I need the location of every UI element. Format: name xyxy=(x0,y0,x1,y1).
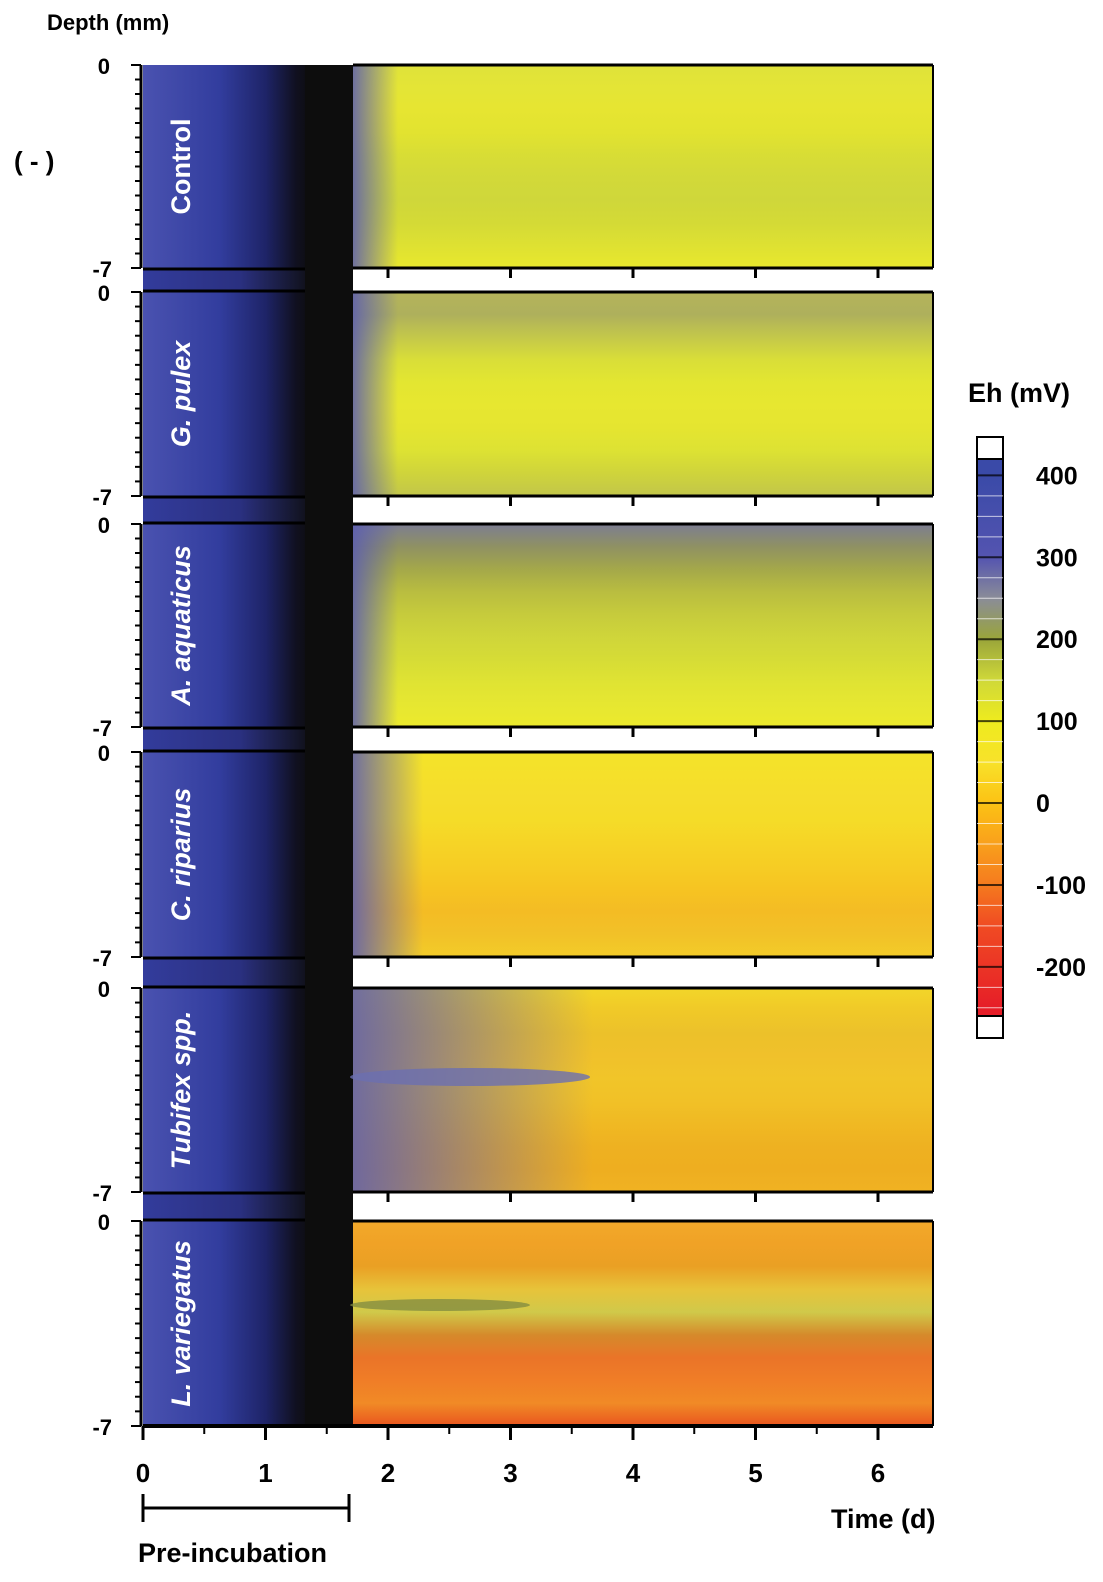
x-tick-label: 0 xyxy=(136,1458,150,1488)
separator-strip xyxy=(143,496,305,524)
early-fringe xyxy=(353,988,593,1192)
panel-label: L. variegatus xyxy=(166,1240,196,1407)
panel-6: 0 -7 L. variegatus xyxy=(92,1210,934,1440)
depth-label-top: 0 xyxy=(98,741,110,766)
control-symbol: ( - ) xyxy=(14,146,54,176)
depth-label-bottom: -7 xyxy=(92,485,112,510)
x-tick-label: 5 xyxy=(748,1458,762,1488)
colorbar-over xyxy=(976,436,1004,460)
colorbar-title: Eh (mV) xyxy=(968,378,1070,408)
panel-3: 0 -7 A. aquaticus xyxy=(92,513,934,753)
panel-label: G. pulex xyxy=(166,340,196,448)
preincubation-black-band xyxy=(305,65,353,1425)
panel-label: C. riparius xyxy=(166,788,196,922)
colorbar-tick-label: 300 xyxy=(1036,544,1078,572)
x-tick-label: 3 xyxy=(503,1458,517,1488)
panel-5: 0 -7 Tubifex spp. xyxy=(92,977,934,1222)
early-fringe xyxy=(353,752,423,957)
early-fringe xyxy=(353,1221,398,1426)
depth-label-bottom: -7 xyxy=(92,716,112,741)
depth-label-top: 0 xyxy=(98,281,110,306)
x-axis: 0 1 2 3 4 5 6 xyxy=(136,1424,933,1488)
colorbar-tick-label: -100 xyxy=(1036,872,1086,900)
depth-label-top: 0 xyxy=(98,513,110,538)
depth-label-bottom: -7 xyxy=(92,1181,112,1206)
early-fringe xyxy=(353,65,398,268)
depth-label-bottom: -7 xyxy=(92,257,112,282)
panel-label: Control xyxy=(166,119,196,215)
separator-strip xyxy=(143,1192,305,1221)
separator-blank xyxy=(353,270,933,290)
depth-label-bottom: -7 xyxy=(92,1415,112,1440)
separator-strip xyxy=(143,957,305,988)
separator-strip xyxy=(143,268,305,292)
separator-blank xyxy=(353,498,933,522)
colorbar-tick-label: 0 xyxy=(1036,790,1050,818)
colorbar-tick-label: 200 xyxy=(1036,626,1078,654)
separator-blank xyxy=(353,959,933,986)
preincubation-bracket xyxy=(141,1494,351,1522)
x-tick-label: 6 xyxy=(871,1458,885,1488)
colorbar-tick-label: 400 xyxy=(1036,462,1078,490)
heatmap-field xyxy=(353,292,933,496)
heatmap-field xyxy=(353,65,933,268)
heatmap-field xyxy=(353,752,933,957)
depth-label-bottom: -7 xyxy=(92,946,112,971)
preincubation-label: Pre-incubation xyxy=(138,1538,327,1568)
heatmap-field xyxy=(353,524,933,727)
panel-4: 0 -7 C. riparius xyxy=(92,741,934,989)
depth-label-top: 0 xyxy=(98,977,110,1002)
separator-blank xyxy=(353,729,933,750)
y-axis-title: Depth (mm) xyxy=(47,10,169,35)
colorbar-under xyxy=(976,1015,1004,1039)
x-tick-label: 1 xyxy=(258,1458,272,1488)
panel-1: 0 -7 Control xyxy=(92,54,934,293)
x-axis-title: Time (d) xyxy=(831,1504,936,1534)
depth-label-top: 0 xyxy=(98,54,110,79)
panel-label: A. aquaticus xyxy=(166,545,196,707)
panel-label: Tubifex spp. xyxy=(166,1011,196,1170)
early-fringe xyxy=(353,292,398,496)
early-fringe xyxy=(353,524,398,727)
separator-strip xyxy=(143,727,305,752)
colorbar-tick-label: 100 xyxy=(1036,708,1078,736)
depth-label-top: 0 xyxy=(98,1210,110,1235)
colorbar-tick-label: -200 xyxy=(1036,954,1086,982)
colorbar-scale xyxy=(976,458,1004,1017)
x-tick-label: 4 xyxy=(626,1458,641,1488)
oxic-burrow-band xyxy=(350,1068,590,1086)
oxic-band xyxy=(350,1299,530,1311)
x-tick-label: 2 xyxy=(381,1458,395,1488)
colorbar: 400 300 200 100 0 -100 -200 xyxy=(976,436,1086,1039)
panel-2: 0 -7 G. pulex xyxy=(92,281,934,525)
heatmap-field xyxy=(353,1221,933,1426)
separator-blank xyxy=(353,1194,933,1219)
